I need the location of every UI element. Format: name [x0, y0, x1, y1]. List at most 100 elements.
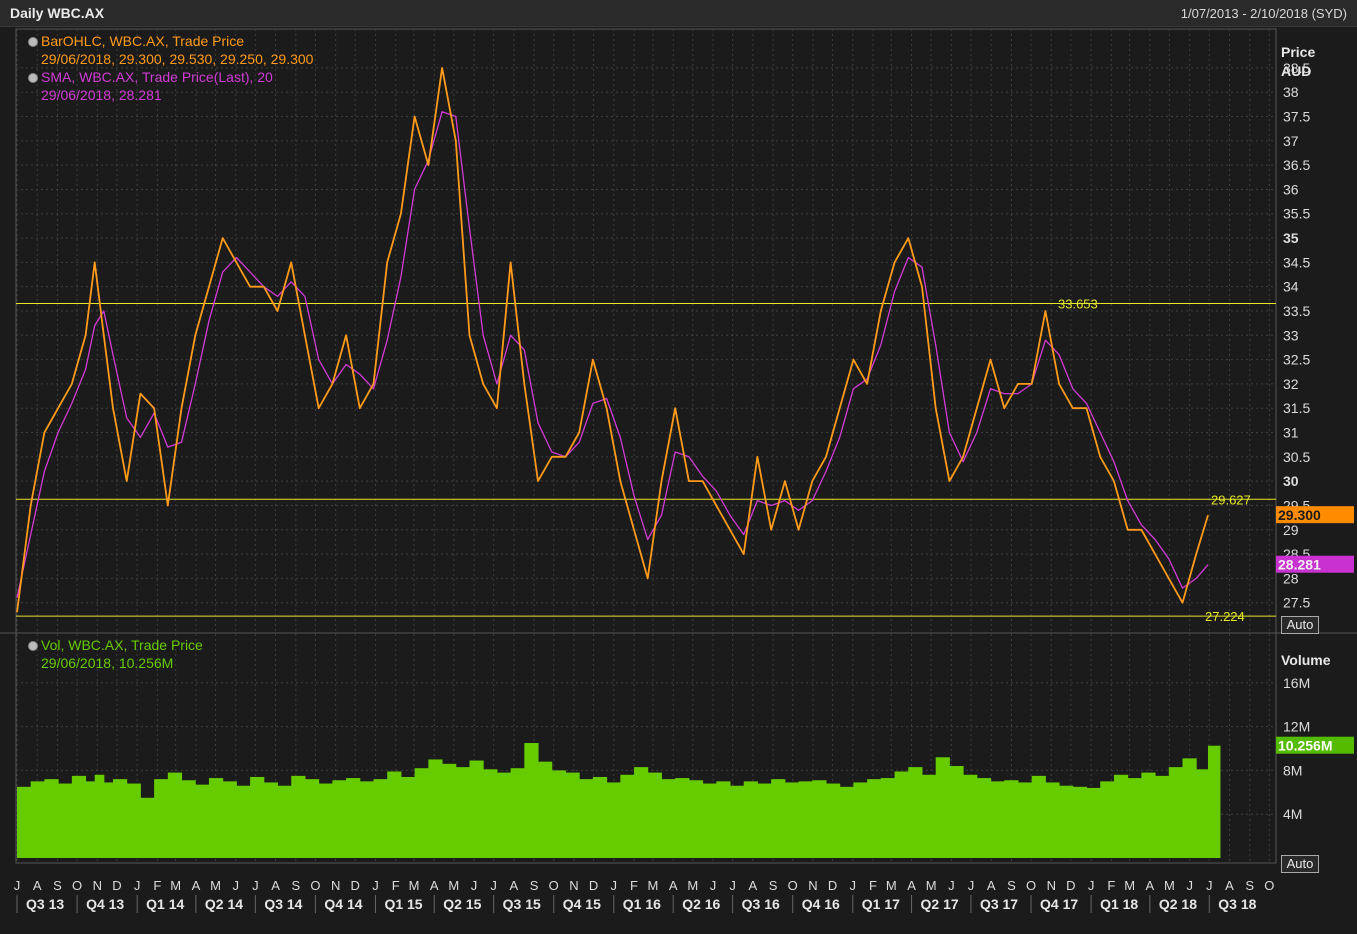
month-tick-label: S: [1245, 878, 1254, 893]
volume-bar: [263, 782, 279, 858]
legend-dot-icon: [28, 641, 38, 651]
quarter-tick-label: Q4 14: [324, 896, 362, 912]
quarter-tick-label: Q4 16: [802, 896, 840, 912]
volume-bar: [469, 760, 484, 858]
quarter-tick-label: Q4 13: [86, 896, 124, 912]
volume-bar: [483, 769, 498, 858]
month-tick-label: M: [448, 878, 459, 893]
month-tick-label: A: [271, 878, 280, 893]
price-tick-label: 32: [1283, 376, 1299, 392]
volume-bar: [935, 757, 950, 858]
price-tick-label: 34: [1283, 279, 1299, 295]
volume-bar: [647, 772, 662, 858]
horizontal-lines[interactable]: 33.653 29.627 27.224: [16, 297, 1276, 625]
volume-legend: Vol, WBC.AX, Trade Price 29/06/2018, 10.…: [28, 636, 203, 672]
volume-bar: [94, 774, 105, 858]
volume-bar: [400, 776, 416, 858]
price-tick-label: 35: [1283, 230, 1299, 246]
quarter-tick-label: Q4 17: [1040, 896, 1078, 912]
quarter-tick-label: Q3 18: [1218, 896, 1256, 912]
volume-bar: [1127, 778, 1142, 858]
volume-bar: [373, 779, 388, 858]
volume-bar: [702, 783, 717, 858]
volume-bar: [730, 785, 745, 858]
price-auto-button[interactable]: Auto: [1281, 616, 1319, 634]
volume-bar: [1207, 745, 1221, 858]
month-tick-label: F: [630, 878, 638, 893]
volume-bar: [565, 772, 580, 858]
volume-bar: [921, 774, 937, 858]
quarter-tick-label: Q2 18: [1159, 896, 1197, 912]
last-volume-badge: 10.256M: [1278, 738, 1332, 754]
volume-bar: [428, 759, 443, 858]
month-tick-label: J: [968, 878, 975, 893]
volume-bar: [976, 778, 992, 858]
volume-bar: [1045, 782, 1060, 858]
quarter-tick-label: Q3 15: [503, 896, 541, 912]
volume-bar: [1031, 775, 1046, 858]
volume-bar: [620, 774, 635, 858]
volume-bar: [675, 778, 690, 858]
month-tick-label: O: [549, 878, 559, 893]
legend-dot-icon: [28, 73, 38, 83]
volume-bar: [743, 781, 758, 858]
quarter-tick-label: Q1 15: [384, 896, 422, 912]
horizontal-line-label: 33.653: [1058, 297, 1098, 312]
month-tick-label: A: [33, 878, 42, 893]
vol-legend[interactable]: Vol, WBC.AX, Trade Price: [28, 636, 203, 654]
volume-bar: [126, 783, 141, 858]
volume-bar: [112, 779, 128, 858]
volume-bar: [140, 797, 155, 858]
quarter-tick-label: Q2 17: [921, 896, 959, 912]
month-tick-label: A: [1146, 878, 1155, 893]
volume-bar: [661, 779, 676, 858]
volume-bar: [346, 778, 361, 858]
month-tick-label: S: [53, 878, 62, 893]
volume-bar: [236, 785, 251, 858]
sma-legend[interactable]: SMA, WBC.AX, Trade Price(Last), 20: [28, 68, 313, 86]
month-tick-label: A: [1225, 878, 1234, 893]
volume-bar: [318, 783, 333, 858]
quarter-tick-label: Q3 13: [26, 896, 64, 912]
month-tick-label: M: [648, 878, 659, 893]
price-line: [16, 67, 1209, 613]
month-tick-label: N: [808, 878, 817, 893]
volume-bar: [839, 786, 854, 858]
volume-bar: [1168, 767, 1184, 858]
month-tick-label: J: [372, 878, 379, 893]
month-tick-label: A: [749, 878, 758, 893]
chart-canvas[interactable]: 33.653 29.627 27.224 Price AUD 38.5 38 37.5 3…: [0, 27, 1357, 934]
sma-badge-box: [1276, 555, 1354, 573]
price-tick-label: 30: [1283, 473, 1299, 489]
month-tick-label: D: [589, 878, 598, 893]
month-tick-label: N: [93, 878, 102, 893]
volume-tick-label: 4M: [1283, 806, 1302, 822]
volume-bar: [880, 778, 896, 858]
volume-auto-button[interactable]: Auto: [1281, 855, 1319, 873]
volume-axis: Volume 16M 12M 8M 4M: [1281, 652, 1331, 822]
month-tick-label: D: [351, 878, 360, 893]
month-tick-label: N: [1047, 878, 1056, 893]
quarter-tick-label: Q1 14: [146, 896, 184, 912]
volume-bar: [990, 781, 1005, 858]
quarter-tick-label: Q2 14: [205, 896, 243, 912]
month-tick-label: J: [134, 878, 141, 893]
month-tick-label: S: [769, 878, 778, 893]
volume-bar: [771, 779, 786, 858]
month-tick-label: D: [828, 878, 837, 893]
volume-bar: [44, 779, 59, 858]
month-tick-label: N: [331, 878, 340, 893]
volume-bar: [332, 780, 347, 858]
bar-legend[interactable]: BarOHLC, WBC.AX, Trade Price: [28, 32, 313, 50]
volume-bar: [812, 780, 827, 858]
volume-bar: [1017, 782, 1033, 858]
month-tick-label: J: [729, 878, 736, 893]
volume-bar: [908, 767, 923, 858]
price-tick-label: 38: [1283, 84, 1299, 100]
month-tick-label: F: [869, 878, 877, 893]
volume-bar: [716, 781, 731, 858]
last-volume-badge-box: [1276, 736, 1354, 754]
volume-bar: [359, 781, 375, 858]
volume-bar: [277, 785, 292, 858]
volume-bar: [1100, 781, 1115, 858]
